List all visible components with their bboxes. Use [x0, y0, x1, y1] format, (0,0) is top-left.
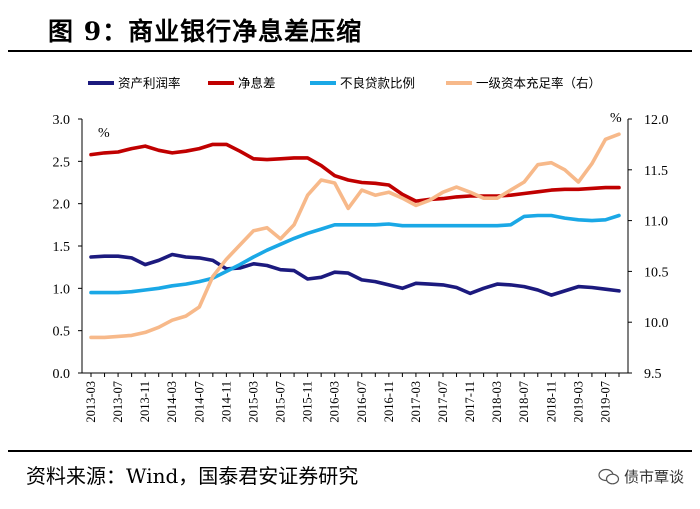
legend-label-3: 不良贷款比例: [340, 76, 415, 91]
left-unit-label: %: [98, 126, 110, 141]
right-tick-label: 11.5: [644, 164, 668, 179]
chart-legend: 资产利润率 净息差 不良贷款比例 一级资本充足率（右）: [88, 76, 601, 91]
right-tick-label: 11.0: [644, 215, 668, 230]
x-tick-label: 2013-07: [111, 381, 125, 423]
figure-title-bar: 图 9：商业银行净息差压缩: [8, 6, 692, 52]
left-tick-label: 1.5: [53, 240, 71, 255]
x-tick-label: 2018-07: [517, 381, 531, 423]
source-bar: 资料来源：Wind，国泰君安证券研究 债市覃谈: [8, 450, 692, 492]
legend-label-1: 资产利润率: [118, 76, 181, 91]
x-tick-label: 2013-03: [84, 381, 98, 423]
x-tick-label: 2014-07: [192, 381, 206, 423]
left-tick-label: 2.0: [53, 198, 71, 213]
x-tick-label: 2017-07: [436, 381, 450, 423]
line-chart: 资产利润率 净息差 不良贷款比例 一级资本充足率（右） 0.0 0.5 1.0 1.5 2.0…: [53, 76, 669, 423]
x-tick-label: 2017-03: [409, 381, 423, 423]
x-tick-label: 2016-03: [328, 381, 342, 423]
series-line-4: [89, 132, 621, 340]
right-unit-label: %: [610, 111, 622, 126]
series-line-1: [89, 252, 621, 297]
right-tick-label: 10.5: [644, 265, 669, 280]
series-line-2: [89, 142, 621, 203]
left-tick-label: 1.0: [53, 282, 71, 297]
x-tick-label: 2014-11: [219, 381, 233, 422]
right-tick-label: 10.0: [644, 316, 669, 331]
watermark-text: 债市覃谈: [623, 468, 684, 486]
x-tick-label: 2016-11: [382, 381, 396, 422]
x-tick-label: 2019-07: [598, 381, 612, 423]
x-tick-label: 2017-11: [463, 381, 477, 422]
x-tick-label: 2015-11: [301, 381, 315, 422]
legend-label-4: 一级资本充足率（右）: [476, 76, 601, 91]
left-tick-label: 0.0: [53, 367, 71, 382]
x-tick-label: 2014-03: [165, 381, 179, 423]
source-note: 资料来源：Wind，国泰君安证券研究: [26, 464, 359, 488]
watermark: 债市覃谈: [598, 466, 684, 487]
wechat-icon: [598, 468, 620, 485]
x-tick-label: 2013-11: [138, 381, 152, 422]
x-tick-label: 2015-07: [274, 381, 288, 423]
plot-area: 0.0 0.5 1.0 1.5 2.0 2.5 3.0 9.5 10.0 10.5 11.0 11.5…: [53, 111, 669, 423]
right-tick-label: 9.5: [644, 367, 662, 382]
series-line-3: [89, 213, 621, 295]
x-tick-label: 2019-03: [571, 381, 585, 423]
x-tick-label: 2018-03: [490, 381, 504, 423]
left-tick-label: 2.5: [53, 155, 71, 170]
right-tick-label: 12.0: [644, 113, 669, 128]
figure-title: 图 9：商业银行净息差压缩: [48, 17, 363, 46]
left-tick-label: 3.0: [53, 113, 71, 128]
legend-label-2: 净息差: [238, 76, 276, 91]
x-tick-label: 2015-03: [246, 381, 260, 423]
left-tick-label: 0.5: [53, 325, 71, 340]
x-tick-label: 2016-07: [355, 381, 369, 423]
x-tick-label: 2018-11: [544, 381, 558, 422]
